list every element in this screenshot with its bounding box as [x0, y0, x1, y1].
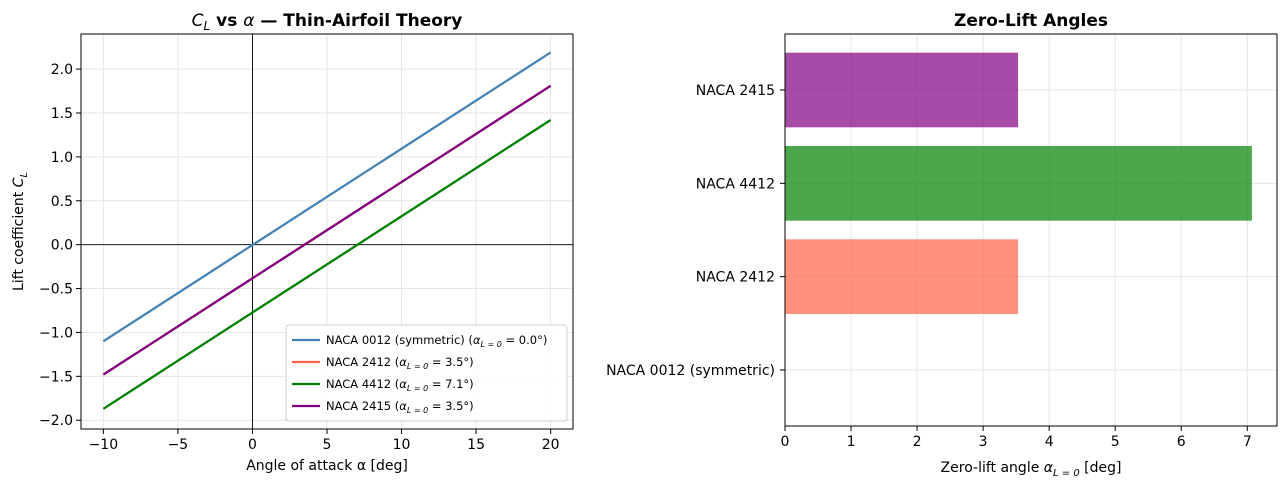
left-zero-lines — [81, 34, 573, 429]
left-x-tick-label: −10 — [89, 437, 119, 453]
left-y-tick-label: −1.5 — [39, 369, 73, 385]
right-category-label: NACA 4412 — [696, 176, 775, 192]
left-y-tick-label: −2.0 — [39, 413, 73, 429]
left-x-tick-label: −5 — [168, 437, 189, 453]
left-y-tick-label: 2.0 — [51, 62, 73, 78]
left-legend: NACA 0012 (symmetric) (αL = 0 = 0.0°) NAC… — [285, 324, 568, 422]
legend-box — [285, 324, 568, 422]
left-y-ticks: −2.0 −1.5 −1.0 −0.5 0.0 0.5 1.0 1.5 2.0 — [39, 62, 81, 429]
lift-curve-chart: CL vs α — Thin-Airfoil Theory −10 −5 0 5 10 1… — [11, 11, 574, 474]
bar-3 — [785, 146, 1252, 221]
series-line-3 — [102, 119, 552, 410]
right-x-tick-label: 4 — [1045, 434, 1054, 450]
legend-label-1: NACA 0012 (symmetric) (αL = 0 = 0.0°) — [326, 333, 547, 349]
left-y-tick-label: 0.5 — [51, 194, 73, 210]
left-x-tick-label: 5 — [323, 437, 332, 453]
right-x-tick-label: 7 — [1243, 434, 1252, 450]
right-category-label: NACA 2415 — [696, 83, 775, 99]
left-series-lines — [102, 51, 552, 410]
left-x-axis-label: Angle of attack α [deg] — [246, 458, 408, 474]
right-x-tick-label: 6 — [1177, 434, 1186, 450]
bar-2 — [785, 239, 1019, 314]
right-chart-title: Zero-Lift Angles — [954, 11, 1108, 31]
right-x-tick-label: 1 — [847, 434, 856, 450]
left-x-tick-label: 0 — [248, 437, 257, 453]
series-line-4 — [102, 84, 552, 376]
series-line-1 — [102, 51, 552, 343]
left-y-axis-label: Lift coefficient CL — [11, 172, 30, 291]
left-x-ticks: −10 −5 0 5 10 15 20 — [89, 429, 560, 453]
right-category-label: NACA 2412 — [696, 270, 775, 286]
bar-4 — [785, 52, 1019, 128]
left-y-tick-label: 1.5 — [51, 106, 73, 122]
right-bars — [785, 52, 1252, 314]
left-y-tick-label: −0.5 — [39, 282, 73, 298]
legend-label-3: NACA 4412 (αL = 0 = 7.1°) — [326, 377, 474, 393]
right-x-tick-label: 5 — [1111, 434, 1120, 450]
right-plot-frame — [784, 33, 1278, 427]
left-y-tick-label: 1.0 — [51, 150, 73, 166]
left-x-tick-label: 10 — [393, 437, 411, 453]
right-category-label: NACA 0012 (symmetric) — [606, 363, 775, 379]
left-x-tick-label: 20 — [542, 437, 560, 453]
left-y-tick-label: −1.0 — [39, 325, 73, 341]
left-chart-title: CL vs α — Thin-Airfoil Theory — [192, 11, 463, 33]
left-y-tick-label: 0.0 — [51, 238, 73, 254]
right-x-tick-label: 0 — [781, 434, 790, 450]
right-y-ticks: NACA 0012 (symmetric) NACA 2412 NACA 4412 N… — [606, 83, 785, 379]
right-x-tick-label: 3 — [979, 434, 988, 450]
left-x-tick-label: 15 — [467, 437, 485, 453]
zero-lift-bar-chart: Zero-Lift Angles 0 1 2 3 4 5 6 7 NACA 0012 (sym… — [606, 11, 1278, 479]
legend-label-2: NACA 2412 (αL = 0 = 3.5°) — [326, 355, 474, 371]
right-x-tick-label: 2 — [913, 434, 922, 450]
right-x-ticks: 0 1 2 3 4 5 6 7 — [781, 426, 1252, 450]
right-x-axis-label: Zero-lift angle αL = 0 [deg] — [941, 460, 1122, 479]
legend-label-4: NACA 2415 (αL = 0 = 3.5°) — [326, 399, 474, 415]
